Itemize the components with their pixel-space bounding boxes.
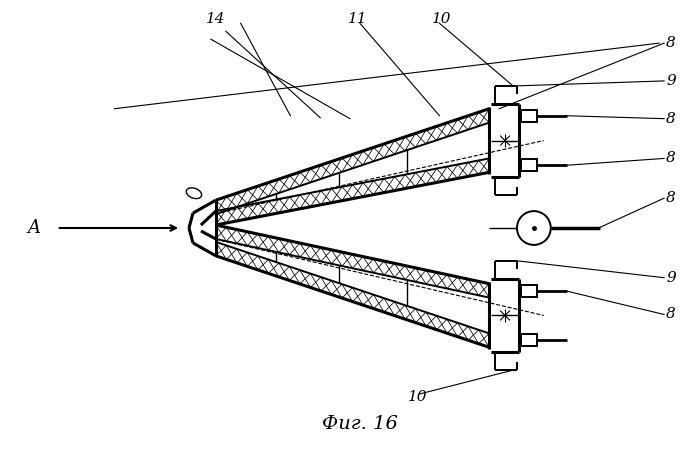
Bar <box>521 159 537 171</box>
Text: 8: 8 <box>666 151 676 165</box>
Text: 8: 8 <box>666 308 676 321</box>
Text: 9: 9 <box>666 271 676 285</box>
Text: 8: 8 <box>666 112 676 126</box>
Text: A: A <box>27 219 40 237</box>
Text: 10: 10 <box>408 390 427 404</box>
Text: 10: 10 <box>431 12 451 27</box>
Text: 9: 9 <box>666 74 676 88</box>
Text: 8: 8 <box>666 191 676 205</box>
Text: 8: 8 <box>666 36 676 50</box>
Bar <box>521 335 537 346</box>
Text: 11: 11 <box>348 12 368 27</box>
Text: 14: 14 <box>206 12 225 27</box>
Text: Фиг. 16: Фиг. 16 <box>322 415 398 433</box>
Bar <box>521 285 537 297</box>
Bar <box>521 110 537 122</box>
